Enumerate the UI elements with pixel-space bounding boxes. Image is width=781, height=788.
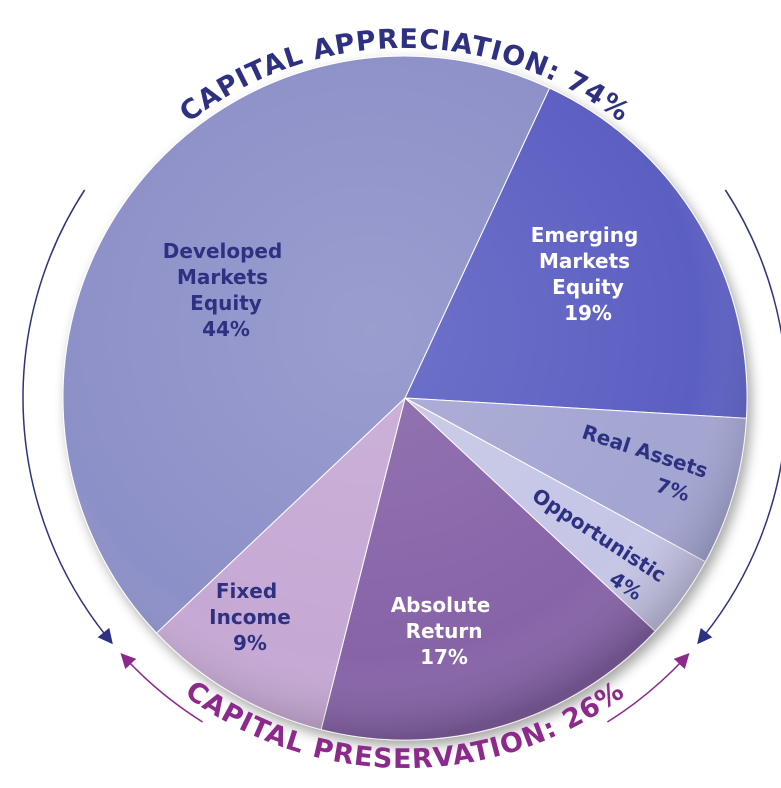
group-arrow	[22, 189, 113, 645]
category-label: Emerging Markets Equity	[531, 223, 646, 299]
category-label: Absolute Return	[391, 593, 498, 643]
value-label: 19%	[564, 301, 612, 325]
group-arrow	[697, 189, 781, 645]
group-arrow	[607, 653, 690, 723]
label-line: Developed	[163, 239, 290, 263]
category-label: Fixed Income	[209, 579, 291, 629]
value-label: 17%	[420, 645, 468, 669]
value-label: 9%	[233, 631, 267, 655]
label-line: Markets	[539, 249, 637, 273]
label-line: Income	[209, 605, 291, 629]
label-line: Absolute	[391, 593, 498, 617]
label-line: Equity	[190, 291, 262, 315]
value-label: 44%	[202, 317, 250, 341]
label-line: Equity	[552, 275, 624, 299]
label-line: Emerging	[531, 223, 646, 247]
group-arrow	[120, 653, 203, 723]
category-label: Developed Markets Equity	[163, 239, 290, 315]
label-line: Return	[406, 619, 483, 643]
label-line: Markets	[177, 265, 275, 289]
label-line: Fixed	[216, 579, 284, 603]
